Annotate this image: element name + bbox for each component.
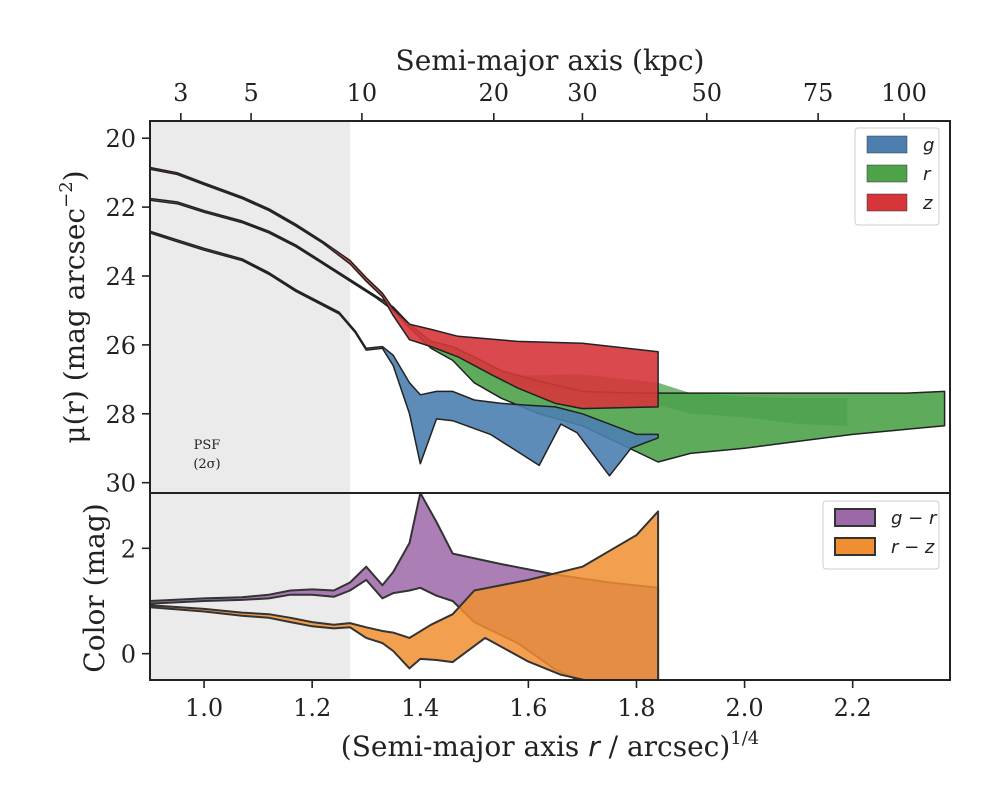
band-r <box>150 197 946 463</box>
legend-label-z: z <box>922 193 933 214</box>
legend-label-r-minus-z: r − z <box>891 537 935 558</box>
bottom-x-tick-label: 1.2 <box>293 694 331 722</box>
top-kpc-axis: 3 5 10 20 30 50 75 100 <box>173 79 927 121</box>
bottom-x-tick-label: 1.0 <box>185 694 223 722</box>
top-kpc-tick-label: 10 <box>347 79 378 107</box>
top-y-tick-label: 28 <box>105 401 136 429</box>
legend-swatch-r <box>866 164 908 183</box>
band-g <box>150 230 659 477</box>
top-kpc-tick-label: 100 <box>881 79 927 107</box>
psf-label-line2: (2σ) <box>193 457 220 472</box>
top-y-axis-title-close: ) <box>58 170 91 181</box>
top-kpc-tick-label: 30 <box>567 79 598 107</box>
top-y-tick-label: 24 <box>105 263 136 291</box>
bottom-x-tick-label: 2.0 <box>726 694 764 722</box>
top-y-tick-label: 30 <box>105 470 136 498</box>
top-kpc-tick-label: 5 <box>243 79 258 107</box>
surface-brightness-plot-area <box>150 121 946 493</box>
bottom-legend: g − r r − z <box>822 500 940 570</box>
top-y-tick-label: 26 <box>105 332 136 360</box>
legend-swatch-g-minus-r <box>834 508 876 527</box>
top-y-axis-title-main: μ(r) (mag arcsec <box>58 208 91 444</box>
top-y-axis-title-sup: −2 <box>56 181 77 208</box>
top-y-tick-label: 22 <box>105 194 136 222</box>
bottom-x-axis-title-sup: 1/4 <box>730 728 759 749</box>
bottom-y-tick-label: 0 <box>121 641 136 669</box>
top-kpc-tick-label: 50 <box>691 79 722 107</box>
legend-swatch-g <box>866 135 908 154</box>
bottom-x-axis-title-rest: / arcsec) <box>600 730 731 763</box>
band-z <box>150 166 659 410</box>
legend-swatch-z <box>866 193 908 212</box>
top-y-tick-label: 20 <box>105 125 136 153</box>
top-legend: grz <box>854 127 940 226</box>
legend-label-g-minus-r: g − r <box>891 508 938 529</box>
legend-label-r: r <box>923 164 932 185</box>
top-y-axis-title: μ(r) (mag arcsec−2) <box>56 170 91 443</box>
legend-swatch-r-minus-z <box>834 537 876 556</box>
bottom-x-axis-title: (Semi-major axis r / arcsec)1/4 <box>341 728 759 763</box>
bottom-x-tick-label: 1.6 <box>509 694 547 722</box>
psf-shaded-region <box>150 121 350 493</box>
top-axis-title: Semi-major axis (kpc) <box>396 44 705 77</box>
bottom-x-tick-label: 1.8 <box>617 694 655 722</box>
bottom-x-axis-title-main: (Semi-major axis <box>341 730 588 763</box>
bottom-panel-frame <box>149 492 951 681</box>
bottom-y-tick-label: 2 <box>121 535 136 563</box>
surface-brightness-panel: 20 22 24 26 28 30 3 5 10 20 30 50 75 100 Semi-major … <box>56 44 951 498</box>
bottom-y-ticks: 02 <box>121 535 150 669</box>
bottom-x-tick-label: 2.2 <box>834 694 872 722</box>
psf-label-line1: PSF <box>194 438 221 453</box>
color-plot-area <box>150 493 660 680</box>
bottom-x-axis: 1.0 1.2 1.4 1.6 1.8 2.0 2.2 <box>185 680 872 722</box>
band-r-minus-z <box>150 510 660 680</box>
bottom-x-tick-label: 1.4 <box>401 694 439 722</box>
top-y-ticks: 20 22 24 26 28 30 <box>105 125 150 498</box>
bottom-x-axis-title-italic: r <box>588 730 601 763</box>
top-kpc-tick-label: 3 <box>173 79 188 107</box>
top-kpc-tick-label: 75 <box>803 79 834 107</box>
bottom-y-axis-title: Color (mag) <box>78 503 111 672</box>
top-kpc-tick-label: 20 <box>479 79 510 107</box>
psf-shaded-region-color <box>150 493 350 680</box>
color-panel: 02 1.0 1.2 1.4 1.6 1.8 2.0 2.2 (Semi-major axi… <box>78 492 951 763</box>
legend-label-g: g <box>923 135 934 156</box>
